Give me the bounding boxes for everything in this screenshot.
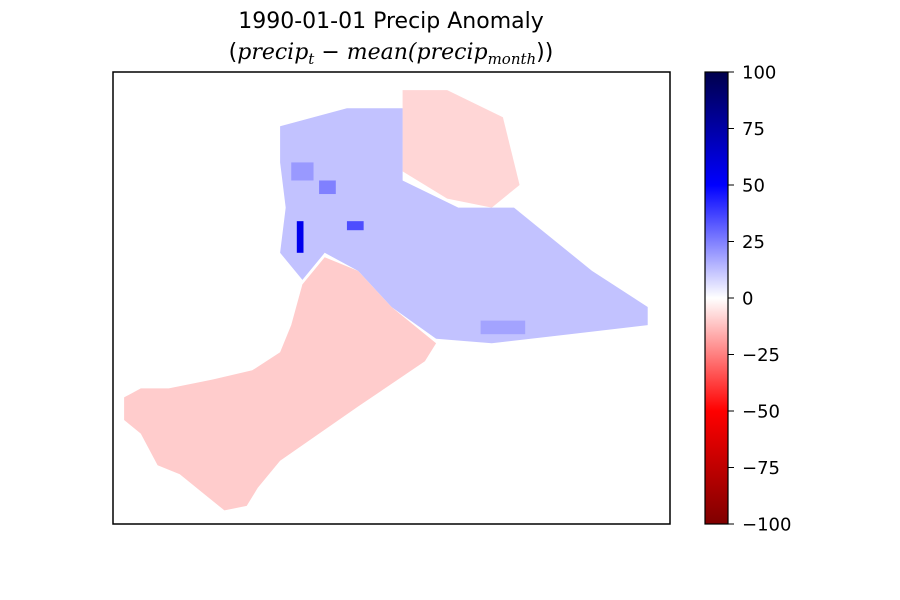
chart-title: 1990-01-01 Precip Anomaly <box>238 9 544 34</box>
colorbar-tick-label: −100 <box>742 515 791 536</box>
colorbar-tick-label: 50 <box>742 176 765 197</box>
colorbar-tick-label: 25 <box>742 232 765 253</box>
plot-frame <box>112 71 671 525</box>
map-region <box>402 90 520 208</box>
map-region <box>124 257 437 511</box>
colorbar-tick-label: −25 <box>742 345 780 366</box>
colorbar-ticks: 100 75 50 25 0 −25 −50 −75 −100 <box>728 63 791 536</box>
colorbar-tick-label: 0 <box>742 289 753 310</box>
colorbar <box>705 72 728 524</box>
anomaly-cell <box>319 180 336 195</box>
map-region <box>280 108 648 344</box>
anomaly-cell <box>346 221 364 231</box>
colorbar-tick-label: −75 <box>742 458 780 479</box>
chart-subtitle: (precipt − mean(precipmonth)) <box>229 40 554 68</box>
colorbar-tick-label: 100 <box>742 63 776 84</box>
anomaly-cell <box>291 162 314 181</box>
colorbar-tick-label: 75 <box>742 119 765 140</box>
colorbar-tick-label: −50 <box>742 402 780 423</box>
anomaly-cell <box>296 221 304 253</box>
anomaly-map <box>124 90 648 511</box>
anomaly-cell <box>480 320 526 335</box>
